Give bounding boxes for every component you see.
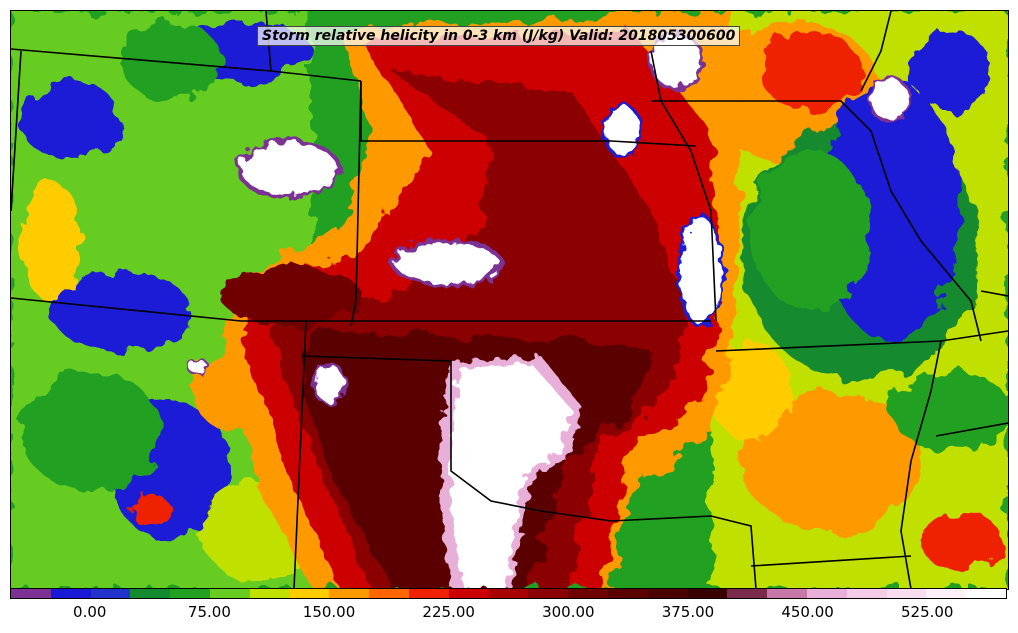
contour-maroon-nw xyxy=(221,266,361,326)
helicity-field-map xyxy=(11,11,1008,589)
border-co-east xyxy=(293,320,307,589)
colorbar-labels: 0.00 75.00 150.00 225.00 300.00 375.00 450.00 5… xyxy=(10,603,1007,623)
colorbar-swatch xyxy=(329,589,370,598)
colorbar-swatch xyxy=(130,589,171,598)
helicity-contours xyxy=(11,11,1008,589)
field-se-red xyxy=(921,511,1001,571)
max-white-small-w xyxy=(186,357,208,375)
colorbar-tick-label: 225.00 xyxy=(422,603,475,621)
colorbar-swatch xyxy=(209,589,250,598)
max-white-ks-ne xyxy=(677,214,725,328)
field-east-green2 xyxy=(751,151,871,311)
colorbar-swatch xyxy=(767,589,807,598)
field-blue-w1 xyxy=(51,271,191,351)
field-red-sw xyxy=(131,495,171,527)
border-co-north xyxy=(11,297,711,322)
field-se-yellow xyxy=(711,341,791,441)
colorbar-tick-label: 75.00 xyxy=(187,603,231,621)
colorbar-swatch xyxy=(249,589,290,598)
colorbar-swatch xyxy=(806,589,847,598)
max-white-wy xyxy=(237,139,341,199)
field-yellow-w xyxy=(21,181,81,301)
colorbar-tick-label: 0.00 xyxy=(73,603,107,621)
border-ok-panhandle xyxy=(300,355,757,589)
border-tn xyxy=(935,422,1008,437)
border-ar-south xyxy=(750,555,912,567)
field-se-green xyxy=(891,371,1008,451)
field-green-w xyxy=(21,371,161,491)
colorbar-tick-label: 450.00 xyxy=(781,603,834,621)
colorbar-swatch xyxy=(886,589,927,598)
colorbar-swatch xyxy=(488,589,529,598)
border-ia-east xyxy=(860,11,892,92)
colorbar-swatch xyxy=(448,589,489,598)
max-white-wi xyxy=(867,75,911,123)
colorbar-swatch xyxy=(289,589,330,598)
max-white-oklahoma xyxy=(451,363,571,589)
max-white-mn xyxy=(603,103,643,159)
field-green-n xyxy=(121,21,221,101)
field-se-orange xyxy=(741,391,921,531)
colorbar-swatch xyxy=(408,589,449,598)
border-ne-right xyxy=(980,290,1008,297)
max-white-ne xyxy=(391,239,503,287)
field-blue-nw xyxy=(21,81,121,161)
colorbar-swatch xyxy=(846,589,887,598)
colorbar-tick-label: 525.00 xyxy=(900,603,954,621)
colorbar-swatch xyxy=(568,589,608,598)
colorbar-tick-label: 300.00 xyxy=(542,603,595,621)
colorbar-swatch xyxy=(926,589,967,598)
state-boundaries xyxy=(11,11,1008,589)
max-white-panhandle xyxy=(311,361,347,405)
colorbar-swatch xyxy=(90,589,131,598)
colorbar xyxy=(10,588,1007,599)
colorbar-swatch xyxy=(727,589,768,598)
colorbar-swatch xyxy=(607,589,648,598)
colorbar-tick-label: 150.00 xyxy=(302,603,356,621)
border-ar-east xyxy=(900,340,942,589)
colorbar-swatch xyxy=(11,589,51,598)
colorbar-swatch xyxy=(528,589,569,598)
border-ks-east xyxy=(650,50,717,322)
colorbar-swatch xyxy=(170,589,210,598)
map-panel: Storm relative helicity in 0-3 km (J/kg)… xyxy=(10,10,1009,590)
border-wy-west xyxy=(11,50,22,212)
border-mo-north xyxy=(651,100,982,342)
colorbar-tick-label: 375.00 xyxy=(661,603,715,621)
field-east-red-ne xyxy=(761,31,861,111)
colorbar-swatch xyxy=(369,589,409,598)
map-title: Storm relative helicity in 0-3 km (J/kg)… xyxy=(257,26,741,46)
field-ne-blue xyxy=(911,31,991,111)
colorbar-swatch xyxy=(50,589,91,598)
colorbar-swatch xyxy=(687,589,728,598)
border-wy-east xyxy=(350,80,362,327)
colorbar-swatch xyxy=(647,589,688,598)
colorbar-swatch xyxy=(966,589,1006,598)
